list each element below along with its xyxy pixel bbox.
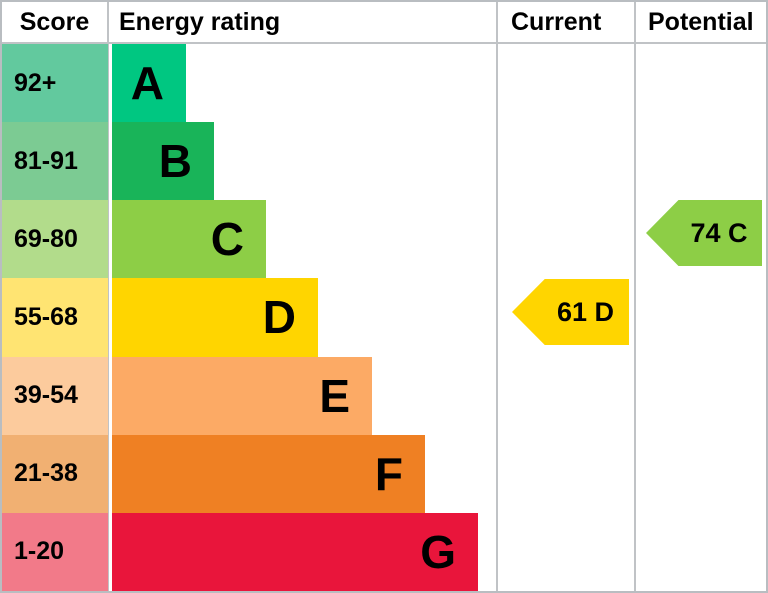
band-bar: F — [112, 434, 425, 513]
band-row: 81-91 B — [2, 122, 766, 201]
band-letter: D — [262, 291, 296, 344]
band-bar-area: B — [112, 122, 766, 201]
rating-bands: 92+ A 81-91 B 69-80 C — [2, 44, 766, 591]
band-score-range: 69-80 — [2, 200, 108, 279]
band-score-range: 55-68 — [2, 278, 108, 357]
header-current: Current — [511, 8, 602, 36]
band-score-range: 39-54 — [2, 356, 108, 435]
band-bar-area: E — [112, 356, 766, 435]
band-bar: D — [112, 278, 318, 357]
band-letter: C — [210, 213, 244, 266]
band-bar-area: C — [112, 200, 766, 279]
band-row: 55-68 D — [2, 278, 766, 357]
band-bar-area: D — [112, 278, 766, 357]
column-divider-current — [496, 2, 498, 591]
band-score-range: 92+ — [2, 44, 108, 123]
header-potential: Potential — [648, 8, 754, 36]
band-bar: E — [112, 356, 372, 435]
band-row: 92+ A — [2, 44, 766, 123]
band-letter: B — [158, 135, 192, 188]
band-letter: E — [319, 369, 350, 422]
current-rating-label: 61 D — [556, 296, 615, 327]
band-bar-area: G — [112, 512, 766, 591]
column-divider-score — [107, 2, 109, 591]
band-letter: F — [374, 447, 403, 500]
potential-rating-label: 74 C — [690, 217, 748, 248]
band-letter: G — [420, 525, 456, 578]
band-bar: G — [112, 512, 478, 591]
band-bar: A — [112, 44, 186, 123]
column-divider-potential — [634, 2, 636, 591]
band-score-range: 1-20 — [2, 512, 108, 591]
header-score: Score — [19, 8, 90, 36]
band-bar: C — [112, 200, 266, 279]
band-letter: A — [130, 57, 164, 110]
band-bar-area: F — [112, 434, 766, 513]
band-row: 69-80 C — [2, 200, 766, 279]
band-row: 21-38 F — [2, 434, 766, 513]
table-header: Score Energy rating Current Potential — [2, 2, 766, 44]
band-bar-area: A — [112, 44, 766, 123]
band-score-range: 81-91 — [2, 122, 108, 201]
band-score-range: 21-38 — [2, 434, 108, 513]
band-row: 39-54 E — [2, 356, 766, 435]
band-bar: B — [112, 122, 214, 201]
header-energy-rating: Energy rating — [119, 8, 281, 36]
band-row: 1-20 G — [2, 512, 766, 591]
